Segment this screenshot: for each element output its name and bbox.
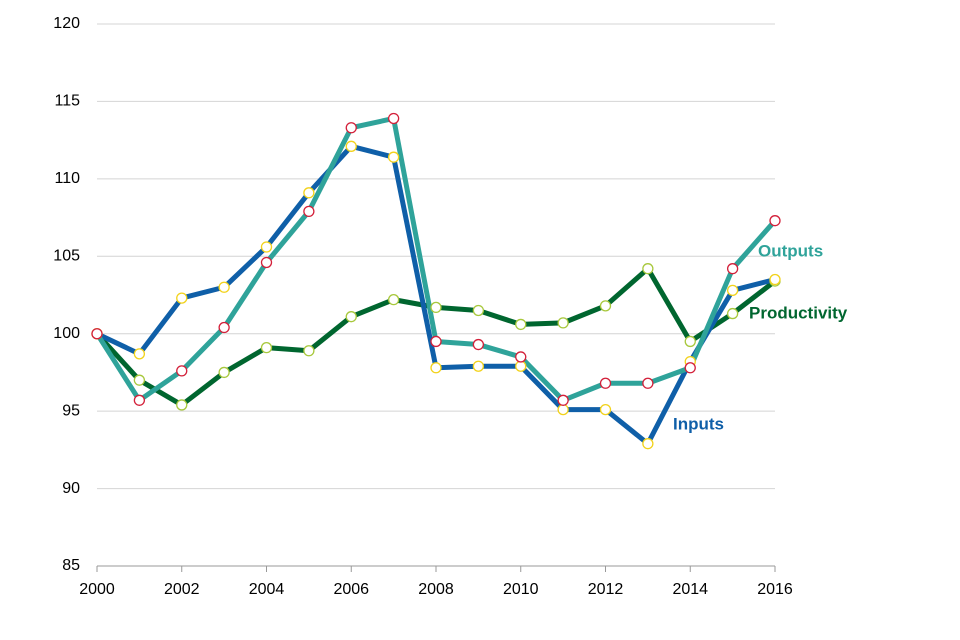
point (133, 394, 146, 406)
point (472, 338, 485, 351)
point (599, 403, 612, 416)
point (218, 366, 230, 379)
series-label: Outputs (758, 241, 823, 260)
point (557, 317, 569, 329)
x-tick-label: 2010 (503, 581, 539, 598)
y-tick-label: 105 (53, 248, 80, 265)
point (557, 394, 569, 406)
point (642, 263, 654, 275)
point (472, 360, 485, 372)
point (599, 377, 612, 389)
series-line (95, 143, 776, 447)
point (726, 263, 739, 275)
point (176, 292, 188, 304)
point (726, 307, 739, 320)
series-label: Inputs (673, 414, 724, 433)
point (430, 301, 442, 314)
x-tick-label: 2006 (333, 581, 369, 598)
point (642, 438, 654, 450)
point (218, 281, 230, 293)
y-tick-label: 115 (54, 93, 80, 110)
point (684, 362, 696, 374)
point (260, 342, 273, 354)
x-tick-label: 2002 (164, 581, 200, 598)
series-label: Productivity (749, 303, 848, 322)
point (387, 293, 400, 306)
x-tick-label: 2004 (249, 581, 285, 598)
point (769, 215, 781, 227)
y-tick-label: 85 (62, 557, 80, 574)
y-tick-label: 95 (62, 402, 80, 419)
point (133, 374, 146, 386)
x-tick-label: 2016 (757, 581, 793, 598)
point (345, 122, 357, 134)
point (176, 365, 188, 377)
point (176, 399, 188, 411)
point (345, 311, 357, 323)
point (387, 112, 400, 125)
y-tick-label: 110 (54, 170, 80, 187)
y-tick-label: 120 (53, 15, 80, 32)
x-tick-label: 2000 (79, 581, 115, 598)
point (642, 377, 654, 389)
point (726, 284, 739, 297)
point (260, 256, 273, 269)
x-tick-label: 2014 (672, 581, 708, 598)
point (430, 362, 442, 374)
point (684, 335, 696, 348)
point (387, 151, 400, 163)
point (599, 300, 612, 312)
point (515, 318, 527, 331)
point (303, 205, 315, 218)
y-tick-label: 100 (53, 325, 80, 342)
y-tick-label: 90 (62, 480, 80, 497)
point (515, 351, 527, 363)
point (133, 348, 146, 360)
point (345, 140, 357, 152)
point (303, 187, 315, 199)
point (557, 403, 569, 416)
point (303, 345, 315, 357)
x-tick-label: 2008 (418, 581, 454, 598)
point (769, 273, 781, 286)
point (515, 360, 527, 372)
point (430, 335, 442, 348)
x-tick-label: 2012 (588, 581, 624, 598)
point (218, 321, 230, 334)
point (91, 328, 103, 340)
point (472, 304, 485, 317)
point (260, 241, 273, 253)
